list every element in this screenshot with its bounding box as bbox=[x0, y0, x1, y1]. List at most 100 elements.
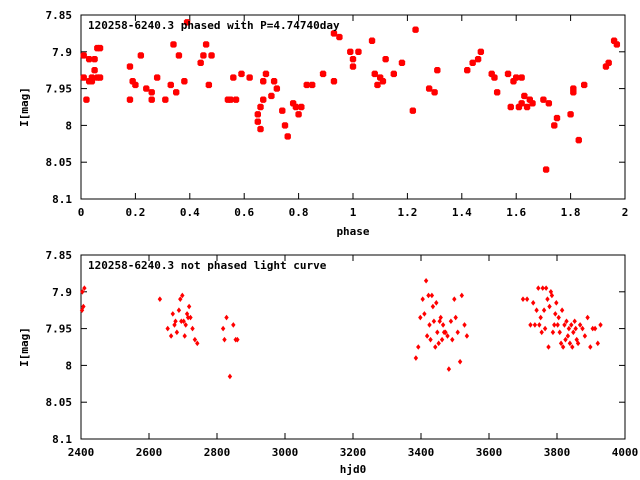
y-tick-label: 7.85 bbox=[46, 9, 73, 22]
x-tick-label: 3000 bbox=[272, 446, 299, 459]
data-point bbox=[81, 303, 86, 310]
data-point bbox=[577, 322, 583, 328]
data-point bbox=[553, 114, 561, 122]
data-point bbox=[580, 325, 585, 332]
data-point bbox=[567, 340, 573, 347]
data-point bbox=[330, 30, 338, 37]
data-point bbox=[546, 344, 551, 350]
data-point bbox=[573, 325, 578, 332]
x-tick-label: 2600 bbox=[136, 446, 163, 459]
data-point bbox=[188, 314, 193, 321]
data-point bbox=[148, 96, 155, 103]
data-point bbox=[180, 292, 185, 299]
unphased-y-axis-label: I[mag] bbox=[18, 327, 31, 367]
phased-axis-ticks: 0 0.2 0.4 0.6 0.8 1 1.2 1.4 1.6 1.8 2 7.85 7.9 7.95 8 8… bbox=[46, 9, 629, 219]
phased-x-axis-label: phase bbox=[336, 225, 369, 238]
data-point bbox=[452, 296, 457, 302]
data-point bbox=[238, 70, 245, 78]
data-point bbox=[173, 318, 178, 325]
data-point bbox=[445, 333, 450, 339]
data-point bbox=[176, 307, 182, 313]
data-point bbox=[547, 303, 552, 310]
x-tick-label: 1 bbox=[350, 206, 357, 219]
data-point bbox=[137, 52, 145, 59]
data-point bbox=[431, 318, 437, 325]
data-point bbox=[355, 48, 362, 55]
data-point bbox=[550, 329, 556, 336]
data-point bbox=[183, 322, 188, 328]
y-tick-label: 7.95 bbox=[46, 323, 73, 336]
data-point bbox=[566, 325, 572, 332]
data-point bbox=[439, 336, 445, 343]
data-point bbox=[569, 322, 574, 328]
y-tick-label: 8 bbox=[65, 359, 72, 372]
data-point bbox=[295, 111, 302, 118]
data-point bbox=[230, 74, 237, 81]
data-point bbox=[132, 81, 139, 89]
data-point bbox=[554, 300, 559, 306]
data-point bbox=[420, 296, 425, 302]
data-point bbox=[520, 296, 526, 302]
data-point bbox=[349, 55, 357, 63]
data-point bbox=[513, 74, 520, 81]
data-point bbox=[220, 325, 226, 332]
data-point bbox=[254, 111, 261, 118]
unphased-x-axis-label: hjd0 bbox=[340, 463, 367, 476]
y-tick-label: 8.05 bbox=[46, 396, 73, 409]
data-point bbox=[205, 81, 213, 89]
data-point bbox=[559, 307, 565, 313]
data-point bbox=[560, 344, 566, 350]
data-point bbox=[413, 355, 419, 361]
x-tick-label: 3800 bbox=[544, 446, 571, 459]
data-point bbox=[534, 307, 539, 313]
data-point bbox=[195, 340, 200, 347]
y-tick-label: 7.85 bbox=[46, 249, 73, 262]
data-point bbox=[231, 322, 236, 328]
data-point bbox=[91, 67, 98, 74]
unphased-chart-title: 120258-6240.3 not phased light curve bbox=[88, 259, 327, 272]
data-point bbox=[537, 322, 542, 328]
data-point bbox=[398, 59, 406, 67]
y-tick-label: 7.9 bbox=[52, 286, 72, 299]
data-point bbox=[202, 41, 210, 48]
data-point bbox=[303, 81, 310, 89]
data-point bbox=[174, 329, 180, 336]
data-point bbox=[549, 292, 555, 299]
data-point bbox=[539, 329, 544, 336]
data-point bbox=[379, 78, 387, 85]
data-point bbox=[545, 100, 553, 107]
data-point bbox=[80, 52, 87, 59]
data-point bbox=[143, 85, 150, 92]
data-point bbox=[96, 44, 104, 52]
data-point bbox=[434, 300, 439, 306]
data-point bbox=[178, 296, 183, 302]
data-point bbox=[557, 329, 562, 336]
data-point bbox=[330, 78, 338, 85]
data-point bbox=[153, 74, 161, 81]
y-tick-label: 8.05 bbox=[46, 156, 73, 169]
data-point bbox=[523, 103, 531, 111]
x-tick-label: 0.4 bbox=[180, 206, 200, 219]
data-point bbox=[79, 307, 85, 313]
data-point bbox=[493, 89, 501, 96]
data-point bbox=[531, 300, 536, 306]
data-point bbox=[528, 322, 533, 328]
data-point bbox=[469, 59, 476, 67]
data-point bbox=[570, 344, 575, 350]
data-point bbox=[167, 81, 174, 89]
data-point bbox=[168, 333, 174, 339]
data-point bbox=[273, 85, 281, 92]
x-tick-label: 2 bbox=[622, 206, 629, 219]
data-point bbox=[83, 96, 90, 103]
data-point bbox=[462, 322, 467, 328]
data-point bbox=[464, 333, 470, 339]
data-point bbox=[423, 277, 429, 284]
data-point bbox=[409, 107, 417, 114]
phased-points bbox=[80, 19, 621, 173]
data-point bbox=[507, 103, 514, 111]
data-point bbox=[532, 322, 538, 328]
data-point bbox=[254, 118, 261, 125]
data-point bbox=[457, 358, 463, 365]
data-point bbox=[170, 311, 175, 317]
